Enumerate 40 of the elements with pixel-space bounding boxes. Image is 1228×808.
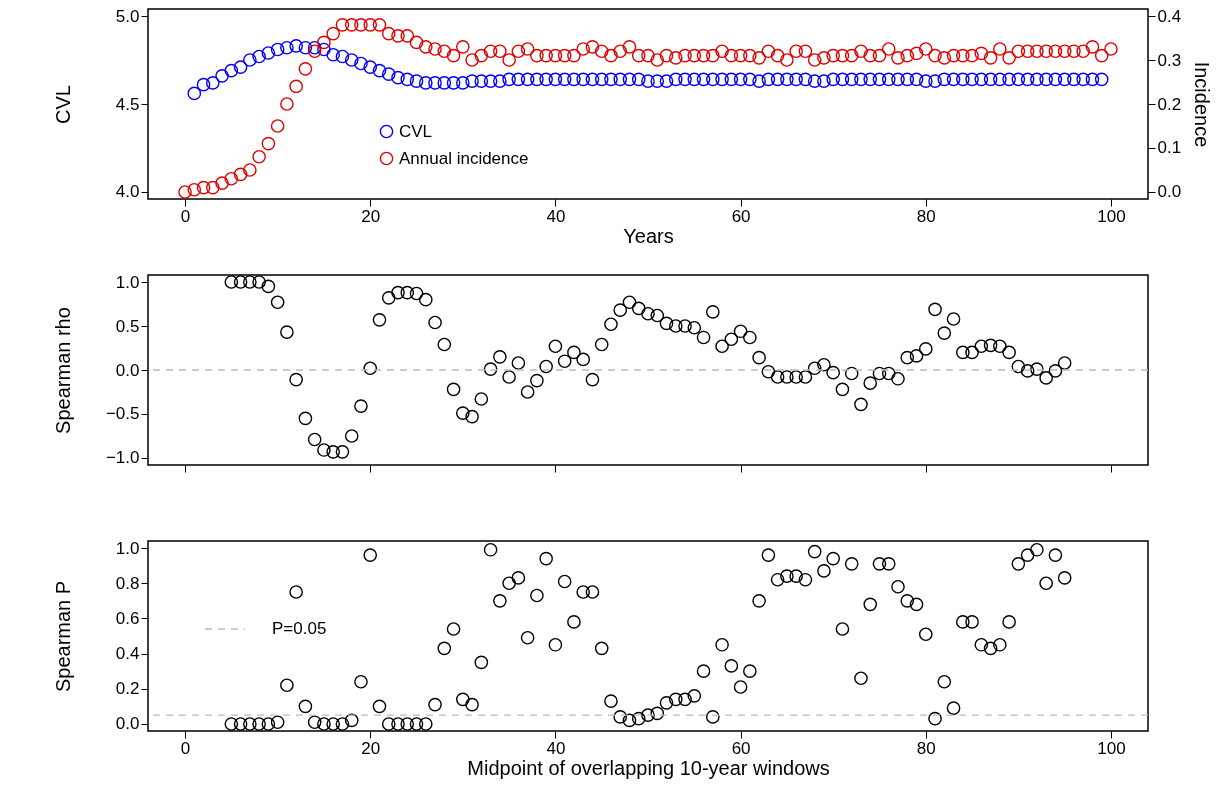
y-axis-title: CVL: [51, 85, 74, 124]
y-tick-label: 0.0: [115, 360, 140, 380]
y-tick-label: 1.0: [115, 538, 140, 558]
y-tick-label: 0.0: [115, 714, 140, 734]
y-tick-label: 0.4: [115, 644, 140, 664]
x-tick-label: 20: [361, 206, 381, 226]
y2-tick-label: 0.1: [1157, 138, 1182, 158]
legend-label: P=0.05: [272, 619, 327, 638]
x-tick-label: 40: [546, 206, 566, 226]
x-tick-label: 100: [1097, 206, 1126, 226]
x-axis-title: Midpoint of overlapping 10-year windows: [467, 756, 830, 779]
y-tick-label: 4.0: [115, 182, 140, 202]
legend-label: CVL: [399, 121, 433, 141]
y-tick-label: 0.2: [115, 679, 140, 699]
x-tick-label: 0: [180, 206, 191, 226]
y-tick-label: 0.6: [115, 608, 140, 628]
x-tick-label: 100: [1097, 738, 1126, 758]
x-tick-label: 60: [731, 206, 751, 226]
x-tick-label: 0: [180, 738, 191, 758]
x-tick-label: 80: [916, 738, 936, 758]
y-axis-title: Spearman P: [51, 580, 74, 693]
y-tick-label: 0.5: [115, 316, 140, 336]
x-tick-label: 60: [731, 738, 751, 758]
x-tick-label: 40: [546, 738, 566, 758]
y2-tick-label: 0.3: [1157, 50, 1182, 70]
y-axis-title: Spearman rho: [51, 307, 74, 434]
x-tick-label: 80: [916, 206, 936, 226]
y-tick-label: 1.0: [115, 272, 140, 292]
legend-label: Annual incidence: [399, 148, 529, 168]
x-axis-title: Years: [623, 224, 674, 247]
y-tick-label: 0.8: [115, 573, 140, 593]
y-tick-label: −0.5: [105, 404, 140, 424]
y2-tick-label: 0.2: [1157, 94, 1182, 114]
y-tick-label: 4.5: [115, 94, 140, 114]
x-tick-label: 20: [361, 738, 381, 758]
y2-axis-title: Incidence: [1191, 61, 1214, 148]
y2-tick-label: 0.0: [1157, 182, 1182, 202]
y-tick-label: −1.0: [105, 448, 140, 468]
y2-tick-label: 0.4: [1157, 6, 1182, 26]
y-tick-label: 5.0: [115, 6, 140, 26]
